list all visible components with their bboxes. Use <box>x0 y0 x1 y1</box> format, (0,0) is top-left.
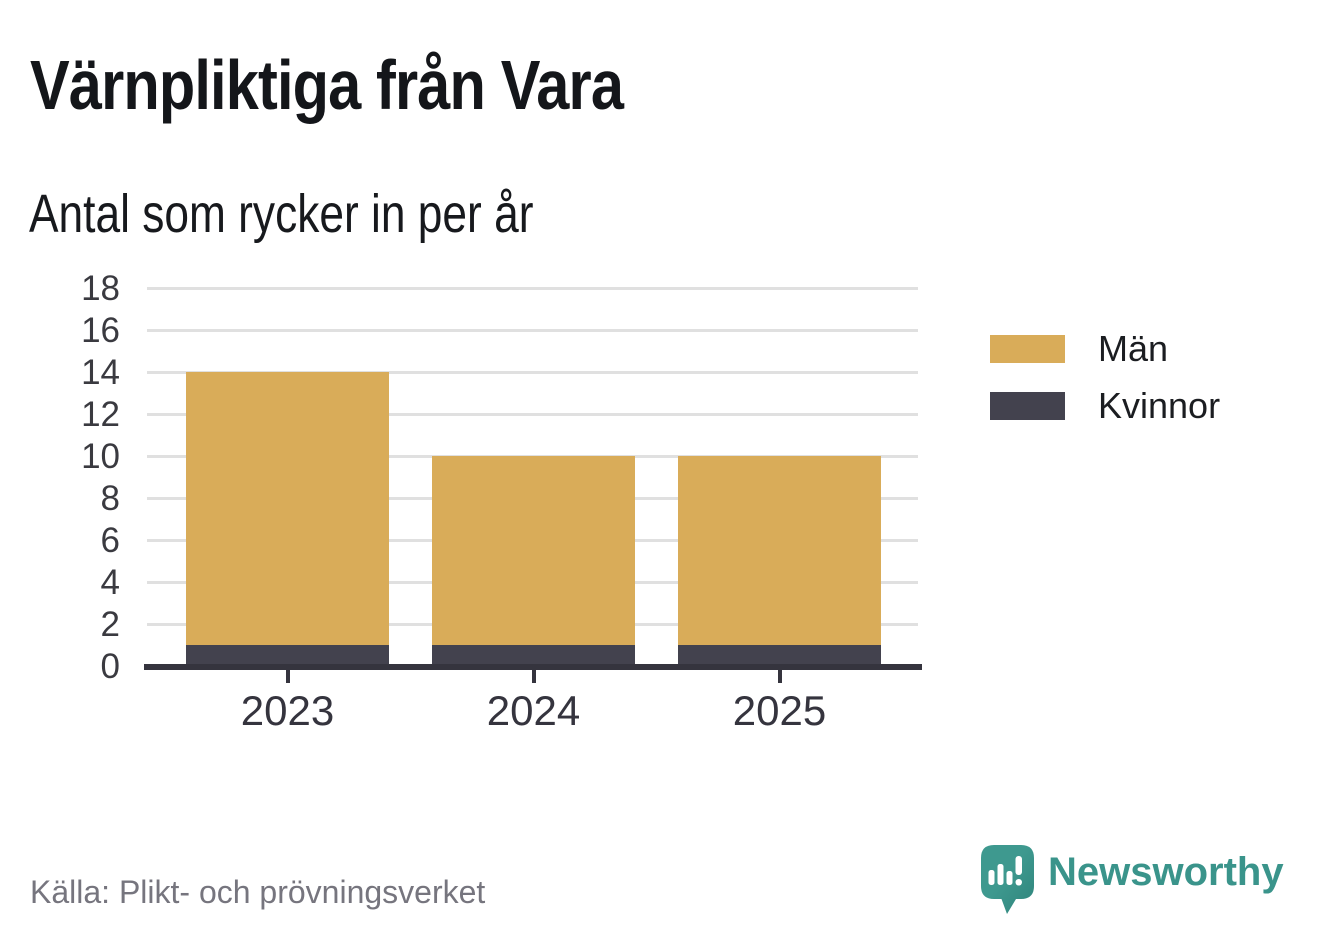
legend-label: Kvinnor <box>1098 385 1221 426</box>
x-axis-line <box>144 664 922 670</box>
y-tick-label: 0 <box>100 646 120 686</box>
gridline <box>147 329 918 332</box>
x-tick-label: 2024 <box>486 687 581 734</box>
y-tick-label: 10 <box>81 436 120 476</box>
source-note: Källa: Plikt- och prövningsverket <box>30 874 486 910</box>
y-tick-label: 18 <box>81 268 120 308</box>
bar-segment-2023-Män <box>186 372 389 645</box>
gridline <box>147 371 918 374</box>
chart-subtitle: Antal som rycker in per år <box>29 184 534 244</box>
chart-title: Värnpliktiga från Vara <box>30 46 624 124</box>
bar-segment-2025-Män <box>678 456 881 645</box>
legend-swatch <box>990 335 1065 363</box>
y-tick-label: 16 <box>81 310 120 350</box>
gridline <box>147 287 918 290</box>
x-tick-label: 2023 <box>240 687 335 734</box>
gridline <box>147 413 918 416</box>
x-tick-label: 2025 <box>732 687 827 734</box>
bar-segment-2024-Kvinnor <box>432 645 635 666</box>
legend-item-kvinnor: Kvinnor <box>990 388 1220 424</box>
x-tick <box>777 670 782 683</box>
legend-label: Män <box>1098 328 1169 369</box>
y-tick-label: 14 <box>81 352 120 392</box>
brand-logo: Newsworthy <box>979 843 1299 923</box>
bar-segment-2025-Kvinnor <box>678 645 881 666</box>
bar-segment-2023-Kvinnor <box>186 645 389 666</box>
x-tick <box>531 670 536 683</box>
speech-bubble-bar-chart-icon <box>981 845 1034 914</box>
legend-swatch <box>990 392 1065 420</box>
y-tick-label: 6 <box>100 520 120 560</box>
y-tick-label: 2 <box>100 604 120 644</box>
x-tick <box>285 670 290 683</box>
y-tick-label: 8 <box>100 478 120 518</box>
y-tick-label: 12 <box>81 394 120 434</box>
bar-segment-2024-Män <box>432 456 635 645</box>
y-tick-label: 4 <box>100 562 120 602</box>
brand-name: Newsworthy <box>1048 850 1284 894</box>
legend-item-män: Män <box>990 331 1168 367</box>
